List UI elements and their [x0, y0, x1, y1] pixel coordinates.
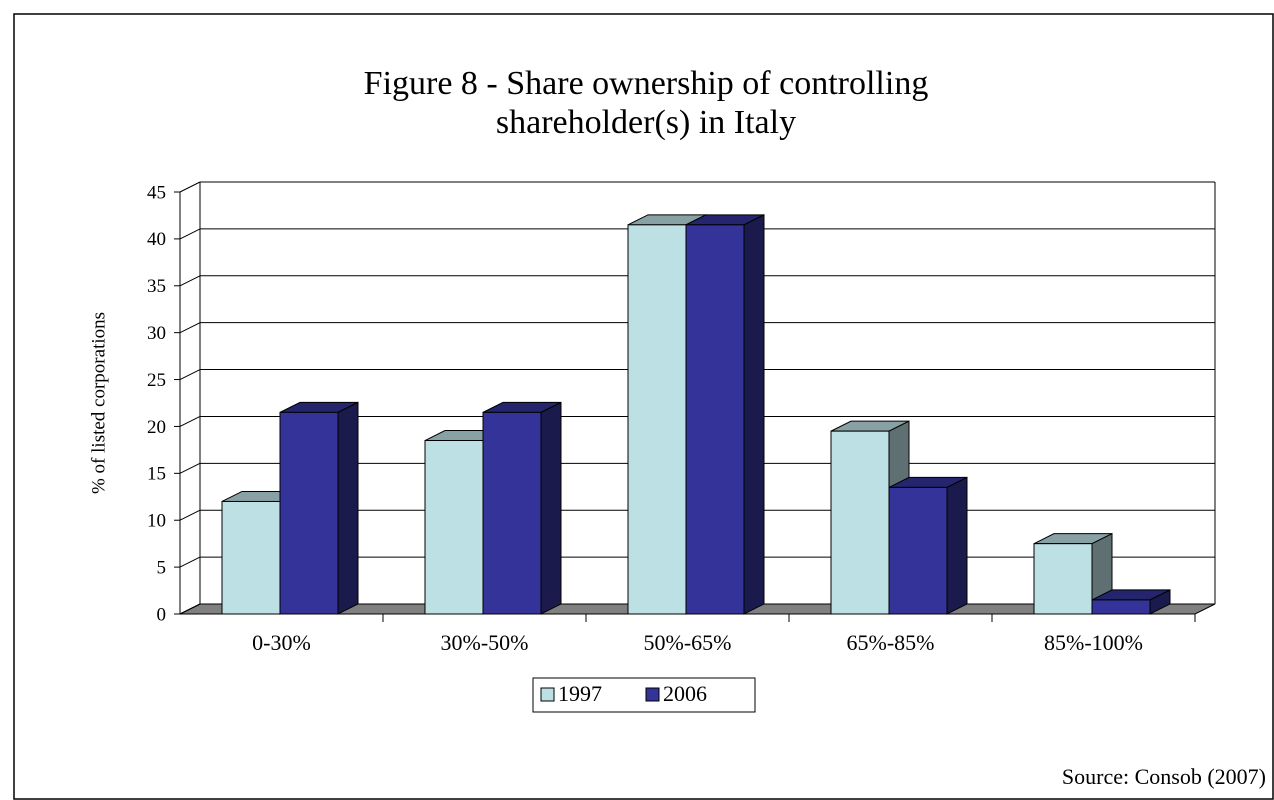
x-tick-label: 30%-50%	[441, 630, 529, 655]
y-tick-label: 45	[147, 182, 166, 203]
legend-swatch	[645, 687, 660, 702]
x-tick-label: 85%-100%	[1044, 630, 1143, 655]
bar	[424, 440, 484, 615]
source-note: Source: Consob (2007)	[1062, 764, 1266, 789]
y-axis-label: % of listed corporations	[88, 312, 109, 494]
x-tick-label: 0-30%	[252, 630, 311, 655]
bar	[685, 224, 745, 615]
legend-swatch	[540, 687, 555, 702]
bar	[482, 411, 542, 615]
bar	[1033, 543, 1093, 615]
bar-side	[946, 476, 968, 615]
chart-title: Figure 8 - Share ownership of controllin…	[364, 65, 929, 102]
bar-side	[337, 401, 359, 615]
bar-side	[540, 401, 562, 615]
y-tick-label: 5	[157, 557, 167, 578]
depth-line	[179, 369, 201, 381]
depth-line	[179, 462, 201, 474]
legend-box	[532, 677, 756, 713]
depth-line	[179, 322, 201, 334]
bar-side	[743, 214, 765, 615]
depth-line	[179, 603, 201, 615]
legend-label: 1997	[558, 681, 602, 706]
legend-label: 2006	[663, 681, 707, 706]
bar	[830, 430, 890, 615]
y-tick-label: 10	[147, 511, 166, 532]
bar	[1091, 599, 1151, 615]
x-tick-label: 65%-85%	[847, 630, 935, 655]
depth-line	[179, 556, 201, 568]
x-tick-label: 50%-65%	[644, 630, 732, 655]
y-tick-label: 35	[147, 276, 166, 297]
y-tick-label: 15	[147, 464, 166, 485]
bar	[221, 500, 281, 615]
depth-line	[179, 509, 201, 521]
depth-line	[179, 228, 201, 240]
bar	[627, 224, 687, 615]
bar	[279, 411, 339, 615]
chart-title: shareholder(s) in Italy	[496, 104, 796, 141]
y-tick-label: 25	[147, 370, 166, 391]
y-tick-label: 40	[147, 229, 166, 250]
depth-line	[179, 275, 201, 287]
bar	[888, 486, 948, 615]
depth-line	[179, 415, 201, 427]
y-tick-label: 0	[157, 604, 167, 625]
y-tick-label: 20	[147, 417, 166, 438]
depth-line	[179, 181, 201, 193]
y-tick-label: 30	[147, 323, 166, 344]
